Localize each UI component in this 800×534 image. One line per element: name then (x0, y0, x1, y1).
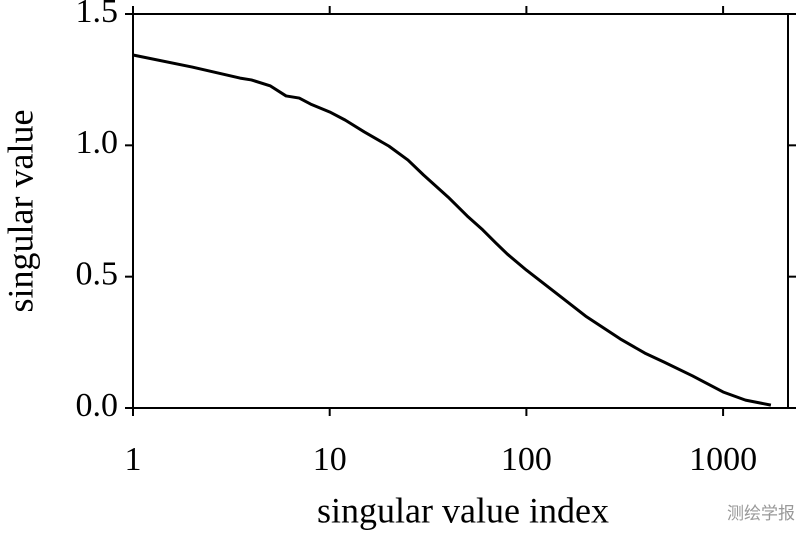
watermark: 测绘学报 (727, 504, 795, 524)
x-tick-label: 1 (125, 441, 142, 478)
y-tick-label: 1.5 (76, 0, 119, 30)
plot-frame (132, 13, 789, 409)
y-tick-label: 1.0 (76, 124, 119, 161)
x-tick-label: 1000 (689, 441, 757, 478)
y-tick-label: 0.5 (76, 255, 119, 292)
x-axis-title: singular value index (317, 490, 609, 530)
data-line (132, 53, 772, 407)
x-tick-label: 10 (313, 441, 347, 478)
y-tick-label: 0.0 (76, 387, 119, 424)
x-tick-label: 100 (501, 441, 552, 478)
y-axis-title: singular value (0, 110, 40, 313)
